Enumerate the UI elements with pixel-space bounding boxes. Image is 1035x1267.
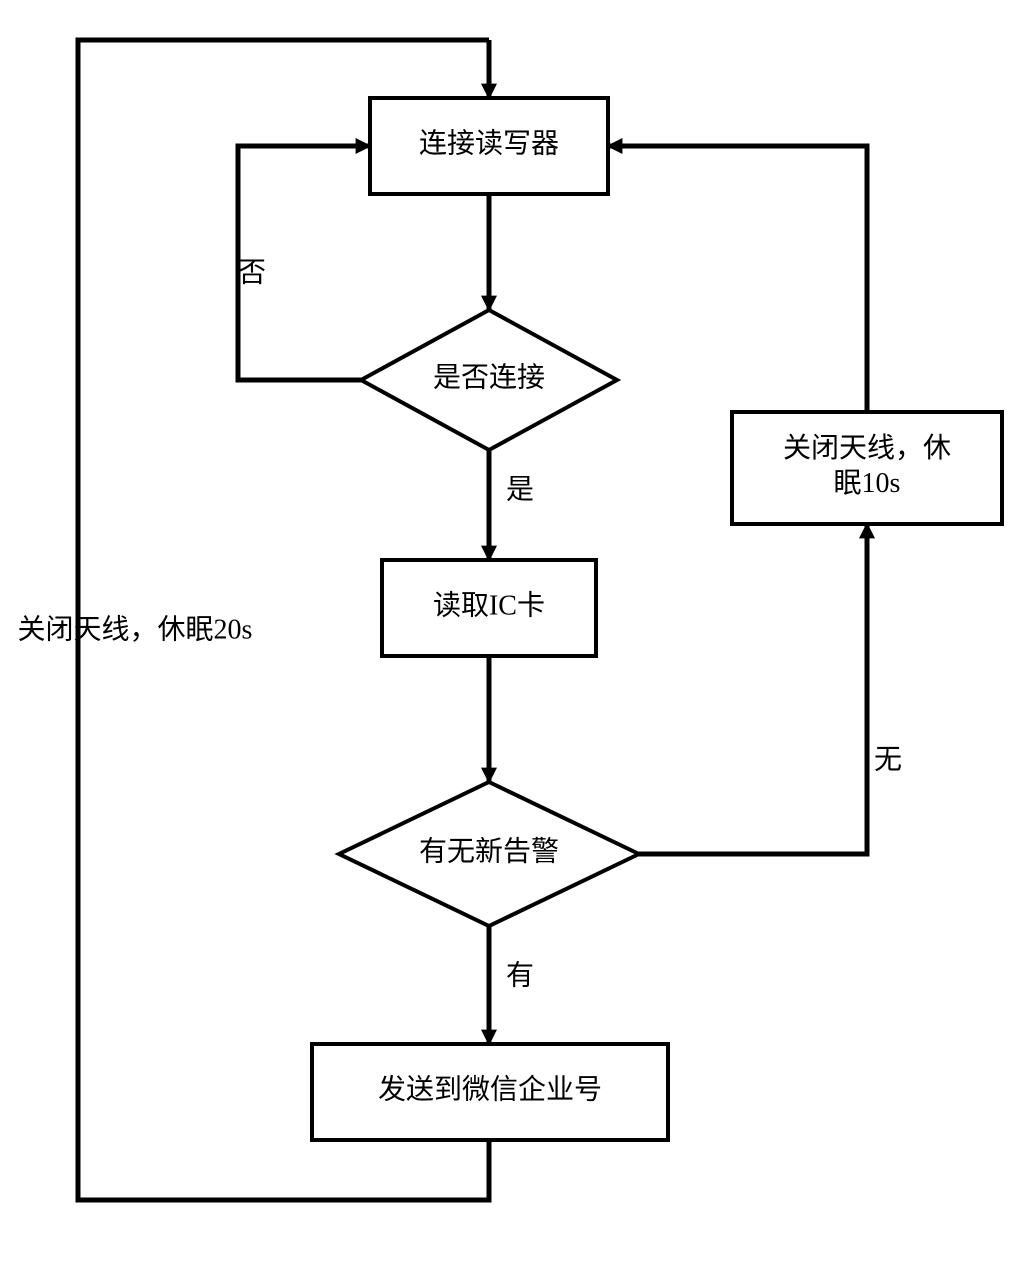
node-label-n2_read_ic: 读取IC卡 [433,589,545,621]
node-label-n4_sleep10-line0: 关闭天线，休 [783,432,951,464]
edge-label-e_d2_yes: 有 [506,959,534,991]
node-n3_send_wechat: 发送到微信企业号 [312,1044,668,1140]
node-n2_read_ic: 读取IC卡 [382,560,596,656]
free-label-0: 关闭天线，休眠20s [18,613,253,645]
node-label-n3_send_wechat: 发送到微信企业号 [378,1073,602,1105]
nodes-layer: 连接读写器是否连接读取IC卡有无新告警发送到微信企业号 关闭天线，休眠10s [312,98,1002,1140]
node-label-d1_is_connected: 是否连接 [433,361,545,393]
node-label-n4_sleep10-line1: 眠10s [834,468,901,499]
edge-label-e_d1_no: 否 [238,257,266,288]
node-d2_new_alarm: 有无新告警 [339,782,639,926]
node-d1_is_connected: 是否连接 [361,310,617,450]
node-label-d2_new_alarm: 有无新告警 [419,835,559,867]
edge-e_sleep_n1 [608,146,867,412]
edge-label-e_d2_no: 无 [874,744,902,775]
edge-e_d2_no [639,524,867,854]
node-label-n1_connect_reader: 连接读写器 [419,127,559,159]
node-n1_connect_reader: 连接读写器 [370,98,608,194]
node-n4_sleep10: 关闭天线，休眠10s [732,412,1002,524]
edge-label-e_d1_yes: 是 [506,474,534,505]
